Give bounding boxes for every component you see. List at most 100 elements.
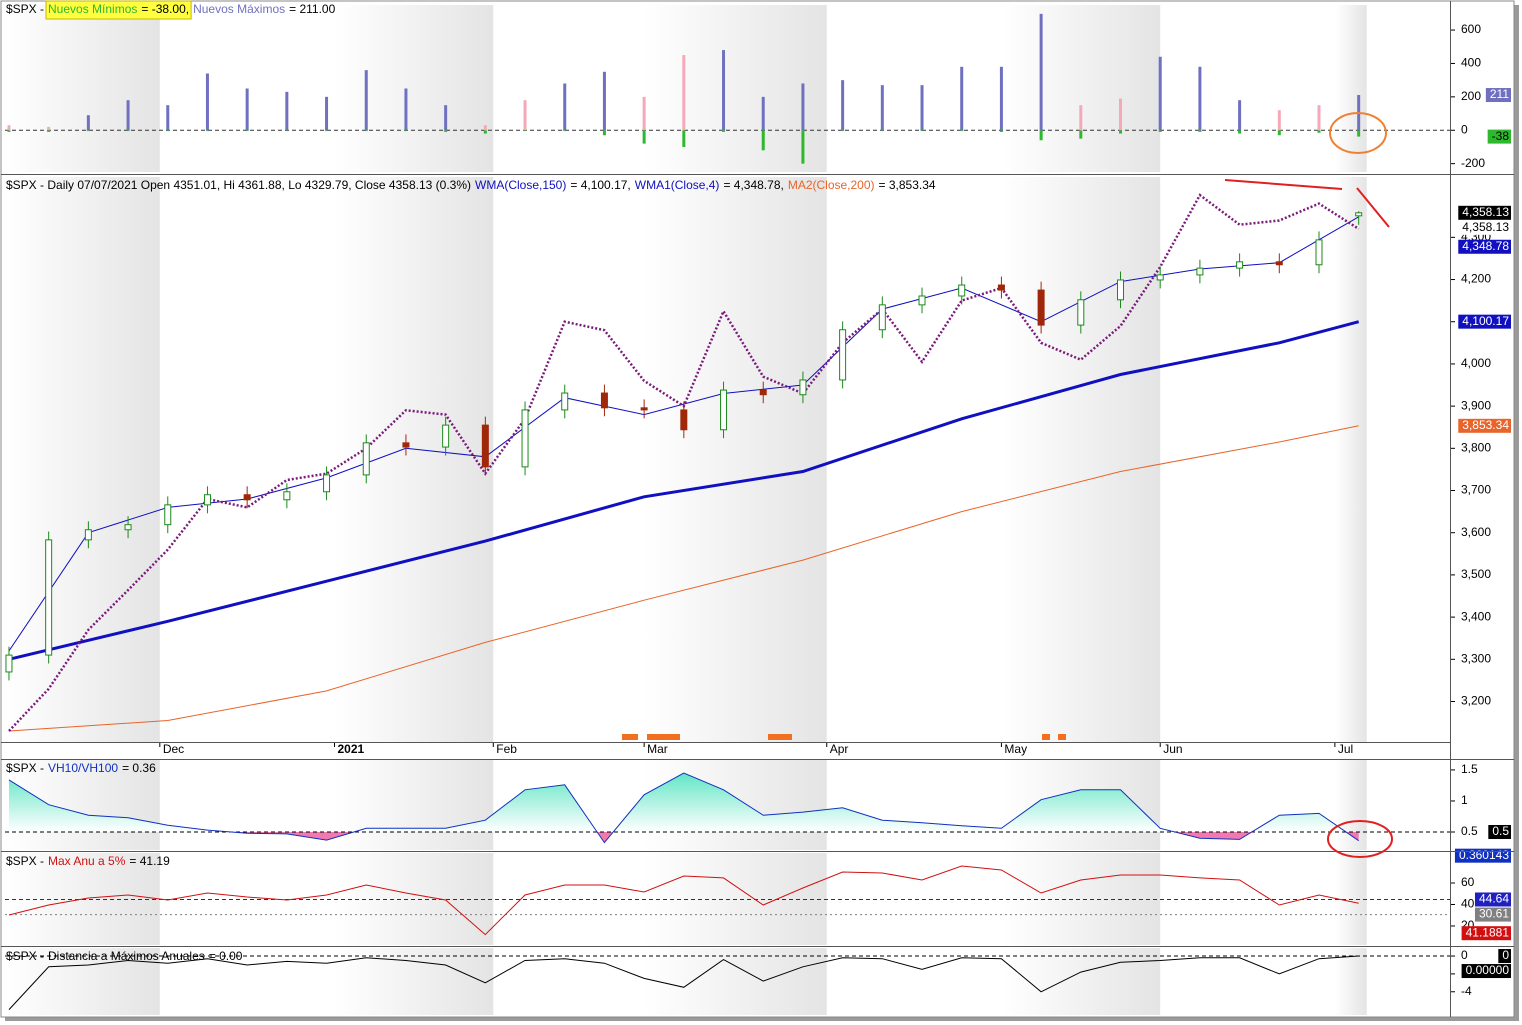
- indicator-line: [8, 772, 1359, 844]
- bar: [563, 130, 567, 132]
- bar: [960, 130, 964, 132]
- month-band: [644, 177, 827, 742]
- legend-text: Distancia a Máximos Anuales: [48, 949, 205, 963]
- value-tag: 4,358.13: [1462, 205, 1509, 219]
- value-tag-box: [1488, 825, 1511, 839]
- x-tick-label: Apr: [830, 742, 849, 756]
- month-band: [1001, 177, 1161, 742]
- legend-text: $SPX -: [6, 949, 44, 963]
- month-band: [1334, 948, 1367, 1015]
- candle-body: [759, 389, 767, 396]
- area-below: [8, 832, 1359, 843]
- bar: [1317, 105, 1321, 131]
- month-band: [334, 5, 494, 172]
- bar: [325, 130, 329, 132]
- candle-body: [402, 442, 410, 448]
- y-tick-label: 4,200: [1461, 272, 1491, 286]
- candle-body: [839, 329, 847, 381]
- bar: [880, 85, 884, 131]
- candle-body: [561, 392, 569, 411]
- bar: [126, 100, 130, 131]
- bar: [920, 85, 924, 131]
- month-band: [1001, 948, 1161, 1015]
- y-tick-label: 400: [1461, 56, 1481, 70]
- bar: [1198, 66, 1202, 131]
- indicator-line: [8, 955, 1359, 1010]
- y-tick-label: -200: [1461, 156, 1485, 170]
- candle-body: [918, 295, 926, 306]
- candle-body: [640, 407, 648, 411]
- value-tag-box: [1498, 949, 1511, 964]
- y-tick-label: 3,800: [1461, 440, 1491, 454]
- value-tag-box: [1461, 964, 1511, 979]
- bar: [642, 130, 646, 144]
- candle-body: [1196, 267, 1204, 276]
- month-band: [334, 177, 494, 742]
- bar: [999, 130, 1003, 132]
- bar: [166, 105, 170, 131]
- candle-body: [958, 284, 966, 297]
- legend-highlight: [45, 0, 192, 20]
- bar: [1277, 110, 1281, 131]
- value-tag: 44.64: [1479, 892, 1509, 906]
- bar: [47, 126, 51, 131]
- legend-text: = 0.36: [122, 761, 156, 775]
- bar: [1317, 130, 1321, 133]
- value-tag-box: [1487, 129, 1511, 144]
- y-tick-label: 3,500: [1461, 567, 1491, 581]
- bar: [841, 80, 845, 131]
- y-tick-label: 200: [1461, 89, 1481, 103]
- bar: [841, 130, 845, 132]
- y-tick-label: 0.5: [1461, 824, 1478, 838]
- bar: [1198, 130, 1202, 132]
- bar: [404, 130, 408, 132]
- candle-body: [720, 389, 728, 431]
- month-band: [1001, 853, 1161, 945]
- bar: [682, 130, 686, 147]
- legend-text: VH10/VH100: [48, 761, 118, 775]
- bar: [205, 130, 209, 132]
- legend-text: WMA(Close,150): [475, 178, 566, 192]
- bar: [404, 88, 408, 131]
- bar: [801, 130, 805, 164]
- bar: [1039, 13, 1043, 131]
- bar: [801, 83, 805, 131]
- candle-body: [164, 504, 172, 526]
- y-tick-label: 3,700: [1461, 483, 1491, 497]
- legend-text: = 3,853.34: [879, 178, 936, 192]
- value-tags: 211 -38: [1485, 87, 1511, 144]
- legend-text: $SPX - Daily 07/07/2021 Open 4351.01, Hi…: [6, 178, 471, 192]
- x-tick-label: Feb: [496, 742, 517, 756]
- bar: [1158, 130, 1162, 132]
- value-tag: 4,100.17: [1462, 314, 1509, 328]
- bar: [1079, 130, 1083, 139]
- panel: 3,200 3,300 3,400 3,500 3,600 3,700 3,800 3,900…: [5, 177, 1491, 756]
- bar: [364, 130, 368, 132]
- value-tag-box: [1458, 239, 1511, 254]
- x-tick-label: Mar: [647, 742, 668, 756]
- candle-body: [5, 654, 13, 673]
- value-tag: 211: [1490, 87, 1509, 101]
- x-tick-label: 2021: [337, 742, 364, 756]
- value-tag: 4,348.78: [1462, 239, 1509, 253]
- y-tick-label: 40: [1461, 897, 1475, 911]
- legend-text: = 41.19: [129, 854, 170, 868]
- bar: [245, 88, 249, 131]
- month-band: [644, 5, 827, 172]
- indicator-line: [8, 865, 1359, 936]
- value-tag: 0: [1502, 948, 1509, 962]
- bar: [880, 130, 884, 132]
- bar: [126, 130, 130, 132]
- month-band: [5, 948, 160, 1015]
- bar: [602, 71, 606, 131]
- bar: [364, 70, 368, 131]
- legend-text: = 0.00: [209, 949, 243, 963]
- candle-body: [243, 494, 251, 501]
- legend-text: = 4,100.17,: [570, 178, 630, 192]
- value-tag-box: [1485, 88, 1511, 103]
- y-tick-label: 3,300: [1461, 651, 1491, 665]
- candle-body: [45, 539, 53, 656]
- panel: 600 400 200 0 -200 $SPX - Nuevos Mínimos = -38.…: [5, 0, 1485, 172]
